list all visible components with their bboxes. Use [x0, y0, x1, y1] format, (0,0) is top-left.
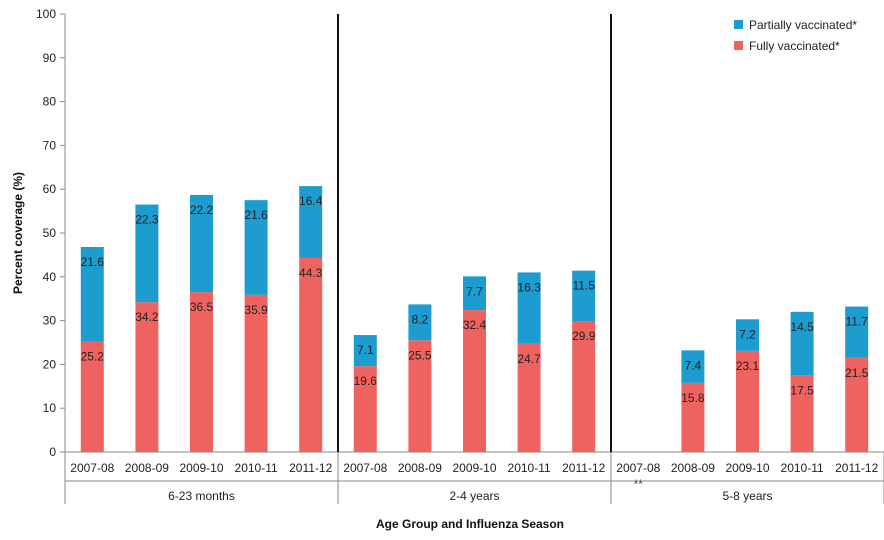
x-tick-label: 2007-08 [70, 461, 114, 475]
y-tick-label: 20 [43, 357, 57, 371]
bar-partially-vaccinated [463, 276, 486, 311]
bar-fully-vaccinated [790, 375, 814, 452]
data-label-fully: 25.5 [408, 348, 432, 362]
x-axis: 2007-08 2008-09 2009-10 2010-11 2011-12 6-23 … [64, 451, 884, 504]
bar-partially-vaccinated [135, 204, 159, 303]
data-label-fully: 21.5 [845, 366, 869, 380]
bar-fully-vaccinated [736, 350, 759, 452]
x-tick-label: 2008-09 [671, 461, 715, 475]
data-label-fully: 19.6 [354, 374, 378, 388]
bar-fully-vaccinated [80, 341, 104, 452]
group-label: 6-23 months [168, 489, 235, 503]
legend-label-partially: Partially vaccinated* [749, 18, 857, 32]
bar-partially-vaccinated [299, 186, 323, 258]
data-label-fully: 15.8 [681, 391, 705, 405]
x-tick-label: 2009-10 [725, 461, 769, 475]
bar-fully-vaccinated [299, 257, 323, 452]
x-tick-label: 2011-12 [835, 461, 878, 475]
x-tick-note: ** [634, 477, 644, 491]
y-tick-label: 10 [43, 401, 57, 415]
y-tick-label: 30 [43, 314, 57, 328]
y-tick-label: 50 [43, 226, 57, 240]
data-label-partially: 11.7 [845, 315, 868, 329]
group-label: 2-4 years [449, 489, 499, 503]
bar-partially-vaccinated [572, 270, 596, 322]
y-axis: 0 10 20 30 40 50 60 70 80 90 100 [36, 7, 66, 459]
x-tick-label: 2007-08 [616, 461, 660, 475]
bar-fully-vaccinated [135, 302, 159, 452]
group-dividers [337, 14, 612, 452]
bar-partially-vaccinated [408, 304, 432, 341]
bar-partially-vaccinated [190, 194, 213, 293]
bar-partially-vaccinated [80, 247, 104, 342]
x-tick-label: 2009-10 [452, 461, 496, 475]
bar-partially-vaccinated [681, 350, 705, 383]
y-tick-label: 60 [43, 182, 57, 196]
x-tick-label: 2011-12 [289, 461, 332, 475]
y-tick-label: 0 [49, 445, 56, 459]
data-label-partially: 22.2 [190, 203, 214, 217]
x-tick-label: 2010-11 [508, 461, 551, 475]
bar-partially-vaccinated [517, 272, 541, 344]
y-tick-label: 70 [43, 138, 57, 152]
bar-fully-vaccinated [244, 294, 268, 452]
bar-fully-vaccinated [353, 366, 377, 452]
y-tick-label: 100 [36, 7, 56, 21]
x-tick-label: 2007-08 [343, 461, 387, 475]
y-tick-label: 40 [43, 270, 57, 284]
data-label-partially: 21.6 [81, 255, 105, 269]
data-label-fully: 24.7 [517, 352, 541, 366]
bar-fully-vaccinated [408, 340, 432, 452]
bar-fully-vaccinated [572, 321, 596, 452]
group-label: 5-8 years [722, 489, 772, 503]
data-label-fully: 36.5 [190, 300, 214, 314]
bar-fully-vaccinated [845, 357, 869, 452]
x-tick-label: 2010-11 [781, 461, 824, 475]
legend-swatch-partially [734, 20, 743, 29]
bar-fully-vaccinated [190, 292, 213, 452]
data-label-partially: 7.1 [357, 343, 374, 357]
x-tick-label: 2008-09 [398, 461, 442, 475]
x-tick-label: 2010-11 [235, 461, 278, 475]
y-tick-label: 80 [43, 95, 57, 109]
bar-partially-vaccinated [244, 200, 268, 295]
data-label-fully: 35.9 [244, 303, 268, 317]
bar-fully-vaccinated [517, 343, 541, 452]
legend: Partially vaccinated* Fully vaccinated* [734, 18, 857, 53]
bars: 25.2 21.6 34.2 22.3 36.5 22.2 35.9 21.6 44.3 16.4… [81, 186, 869, 452]
x-tick-label: 2011-12 [562, 461, 605, 475]
bar-fully-vaccinated [681, 382, 705, 452]
bar-partially-vaccinated [845, 306, 869, 358]
data-label-partially: 16.4 [299, 194, 323, 208]
data-label-partially: 7.7 [466, 284, 483, 298]
data-label-fully: 23.1 [736, 359, 760, 373]
bar-partially-vaccinated [790, 311, 814, 376]
x-tick-label: 2009-10 [179, 461, 223, 475]
data-label-fully: 29.9 [572, 329, 596, 343]
data-label-fully: 25.2 [81, 350, 105, 364]
bar-partially-vaccinated [353, 335, 377, 367]
data-label-fully: 44.3 [299, 266, 323, 280]
data-label-partially: 8.2 [412, 312, 429, 326]
data-label-partially: 7.4 [685, 358, 702, 372]
bar-partially-vaccinated [736, 319, 759, 351]
y-axis-title: Percent coverage (%) [11, 172, 25, 294]
data-label-partially: 16.3 [517, 280, 541, 294]
data-label-fully: 32.4 [463, 318, 487, 332]
data-label-fully: 34.2 [135, 310, 159, 324]
x-tick-label: 2008-09 [125, 461, 169, 475]
data-label-partially: 14.5 [790, 320, 814, 334]
data-label-fully: 17.5 [790, 383, 814, 397]
data-label-partially: 7.2 [739, 327, 756, 341]
data-label-partially: 22.3 [135, 213, 159, 227]
y-tick-label: 90 [43, 51, 57, 65]
legend-label-fully: Fully vaccinated* [749, 39, 840, 53]
legend-swatch-fully [734, 41, 743, 50]
data-label-partially: 21.6 [244, 208, 268, 222]
bar-fully-vaccinated [463, 310, 486, 452]
x-axis-title: Age Group and Influenza Season [376, 517, 564, 531]
data-label-partially: 11.5 [572, 279, 595, 293]
